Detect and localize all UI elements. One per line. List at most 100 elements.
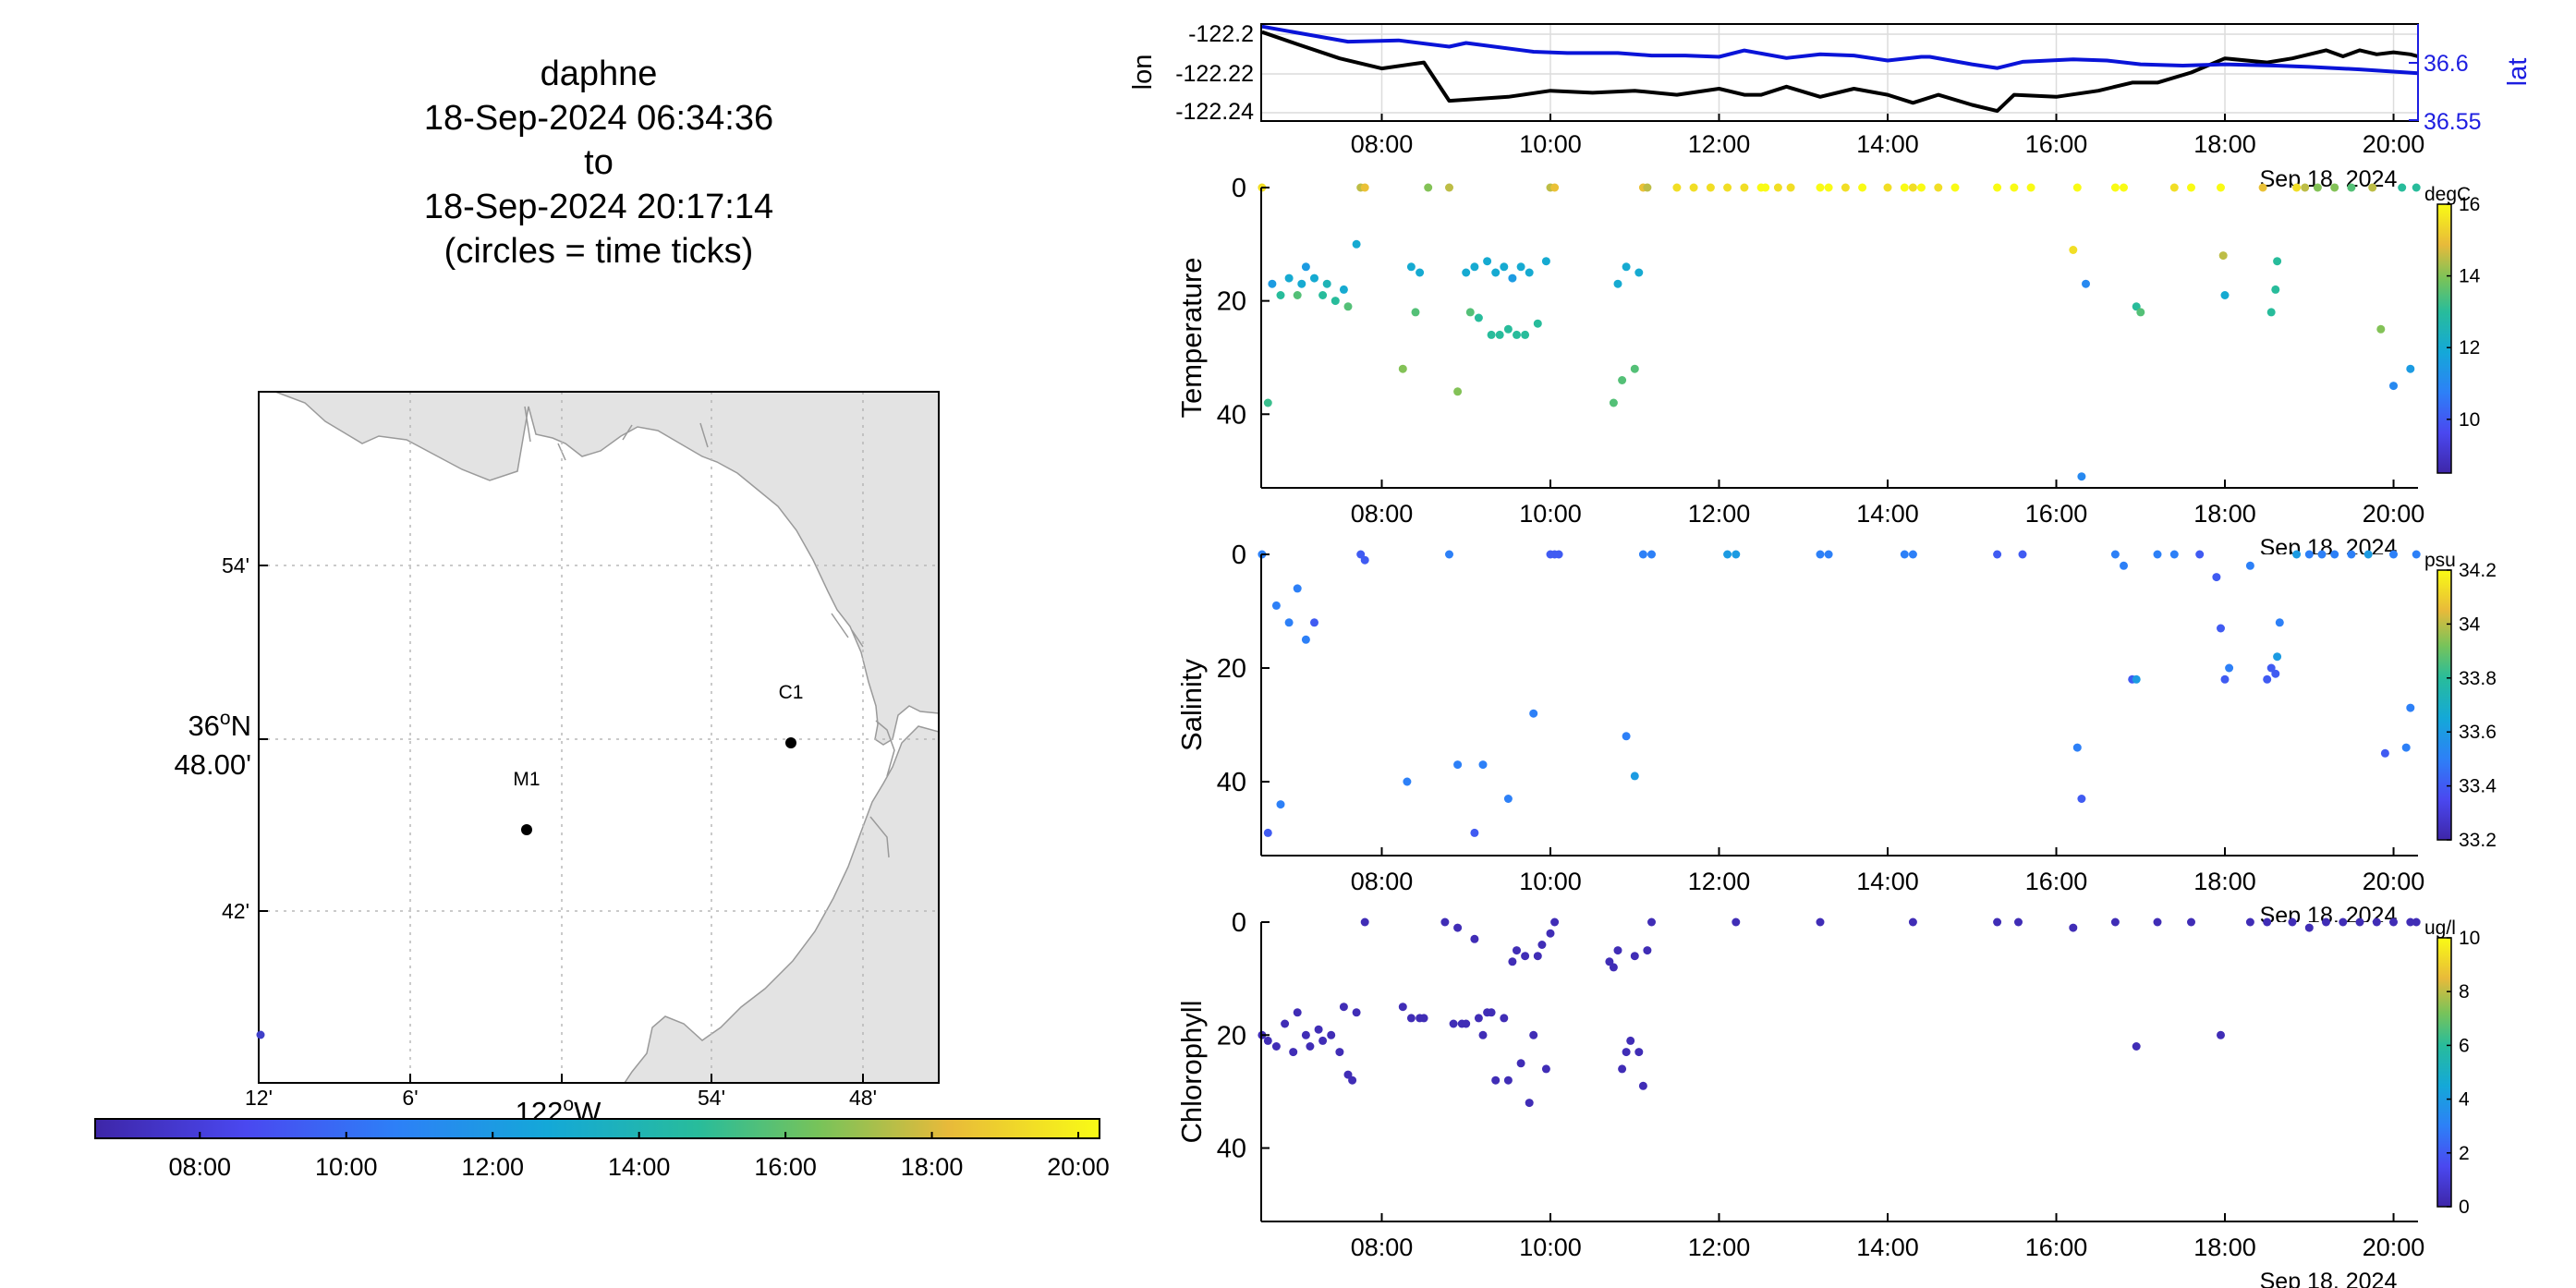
salinity-point xyxy=(2389,550,2398,559)
chlorophyll-point xyxy=(1301,1030,1310,1039)
temperature-point xyxy=(1613,279,1622,288)
track-grid xyxy=(1261,24,2418,121)
chlorophyll-point xyxy=(1618,1064,1627,1074)
temperature-point xyxy=(2368,183,2377,192)
salinity-point xyxy=(1301,635,1310,644)
map-lat-center-label-minutes: 48.00' xyxy=(175,748,252,781)
temperature-point xyxy=(1301,262,1310,272)
temperature-point xyxy=(1516,262,1525,272)
salinity-point xyxy=(1732,550,1741,559)
chlorophyll-point xyxy=(1318,1036,1328,1045)
salinity-point xyxy=(2195,550,2205,559)
chlorophyll-y-tick-label: 40 xyxy=(1217,1135,1246,1164)
salinity-time-tick-label: 10:00 xyxy=(1519,868,1582,895)
salinity-time-tick-label: 18:00 xyxy=(2193,868,2256,895)
track-time-tick-label: 18:00 xyxy=(2193,130,2256,158)
map-panel: 54' 42' 36oN 48.00' 12' 6' 54' 48' 122oW… xyxy=(175,391,940,1128)
track-time-tick-label: 20:00 xyxy=(2363,130,2425,158)
chlorophyll-point xyxy=(2304,923,2314,932)
chlorophyll-point xyxy=(1525,1099,1534,1108)
salinity-point xyxy=(2077,795,2086,803)
temperature-point xyxy=(1491,268,1501,277)
time-colorbar-tick-label: 16:00 xyxy=(754,1153,817,1181)
map-lat-label: 54' xyxy=(222,553,249,577)
chlorophyll-point xyxy=(1306,1042,1315,1051)
temperature-point xyxy=(1993,183,2002,192)
track-time-tick-label: 08:00 xyxy=(1351,130,1414,158)
salinity-point xyxy=(2217,624,2225,633)
temperature-point xyxy=(1773,183,1782,192)
temperature-point xyxy=(1406,262,1416,272)
temperature-point xyxy=(1508,273,1517,283)
temperature-point xyxy=(2110,183,2120,192)
chlorophyll-point xyxy=(2339,917,2348,927)
temperature-point xyxy=(1706,183,1715,192)
chlorophyll-point xyxy=(2412,917,2421,927)
salinity-time-tick-label: 16:00 xyxy=(2025,868,2088,895)
chlorophyll-point xyxy=(2355,917,2364,927)
salinity-point xyxy=(1310,618,1318,627)
temperature-point xyxy=(2136,308,2145,317)
salinity-point xyxy=(2225,663,2234,673)
time-colorbar-gradient xyxy=(94,1118,1100,1139)
chlorophyll-point xyxy=(2263,917,2272,927)
salinity-point xyxy=(2212,573,2221,582)
lon-tick-label: -122.2 xyxy=(1188,21,1254,47)
temperature-time-tick-label: 08:00 xyxy=(1351,500,1414,528)
map-grid xyxy=(259,392,939,1083)
temperature-point xyxy=(1445,183,1453,192)
temperature-point xyxy=(2217,183,2225,192)
chlorophyll-point xyxy=(2110,917,2120,927)
time-colorbar-tick-label: 18:00 xyxy=(901,1153,964,1181)
temperature-point xyxy=(2258,183,2267,192)
lon-tick-label: -122.22 xyxy=(1175,61,1254,87)
chlorophyll-time-tick-label: 16:00 xyxy=(2025,1233,2088,1261)
temperature-point xyxy=(1740,183,1749,192)
temperature-point xyxy=(2330,183,2339,192)
salinity-time-tick-label: 14:00 xyxy=(1856,868,1919,895)
chlorophyll-time-tick-label: 10:00 xyxy=(1519,1233,1582,1261)
track-lon-axis-label: lon xyxy=(1128,55,1158,91)
salinity-point xyxy=(1503,795,1513,803)
temperature-point xyxy=(1622,262,1631,272)
map-lon-label: 12' xyxy=(245,1086,273,1110)
chlorophyll-point xyxy=(1993,917,2002,927)
temperature-point xyxy=(1487,330,1496,339)
salinity-colorbar-tick-label: 34 xyxy=(2459,614,2481,635)
chlorophyll-point xyxy=(1398,1002,1407,1012)
time-colorbar-ticks: 08:00 10:00 12:00 14:00 16:00 18:00 20:00 xyxy=(169,1132,1110,1181)
track-lines xyxy=(1261,24,2419,114)
salinity-point xyxy=(1993,550,2002,559)
salinity-point xyxy=(2266,663,2276,673)
track-panel: -122.2 -122.22 -122.24 lon 36.6 36.55 la… xyxy=(1128,21,2533,192)
salinity-colorbar-unit: psu xyxy=(2424,550,2456,571)
chlorophyll-point xyxy=(1609,963,1618,972)
station-label-m1: M1 xyxy=(513,769,540,790)
time-colorbar-tick-label: 08:00 xyxy=(169,1153,232,1181)
temperature-y-tick-label: 40 xyxy=(1217,400,1246,430)
map-frame xyxy=(258,391,940,1084)
salinity-y-tick-label: 0 xyxy=(1232,541,1246,570)
chlorophyll-point xyxy=(1622,1048,1631,1057)
track-time-tick-label: 10:00 xyxy=(1519,130,1582,158)
salinity-panel: 0 20 40 08:00 10:00 12:00 14:00 16:00 18:00 20:00… xyxy=(1175,541,2497,929)
temperature-point xyxy=(1689,183,1698,192)
chlorophyll-colorbar-unit: ug/l xyxy=(2424,917,2456,939)
temperature-point xyxy=(1824,183,1833,192)
temperature-point xyxy=(2077,472,2086,481)
map-lat-label: 42' xyxy=(222,899,249,923)
chlorophyll-point xyxy=(1533,952,1542,961)
map-lat-labels: 54' 42' 36oN 48.00' xyxy=(175,553,252,923)
temperature-point xyxy=(1950,183,1960,192)
lat-series-line xyxy=(1261,24,2419,76)
chlorophyll-colorbar-tick-label: 0 xyxy=(2459,1197,2470,1218)
chlorophyll-point xyxy=(1638,1081,1647,1090)
chlorophyll-date-label: Sep 18, 2024 xyxy=(2260,1269,2398,1288)
temperature-point xyxy=(2220,291,2230,299)
time-colorbar-tick-label: 12:00 xyxy=(461,1153,524,1181)
temperature-point xyxy=(1841,183,1850,192)
salinity-point xyxy=(1271,601,1281,610)
time-colorbar-tick-label: 14:00 xyxy=(608,1153,671,1181)
station-marker-c1 xyxy=(785,737,796,748)
temperature-point xyxy=(1310,273,1318,283)
